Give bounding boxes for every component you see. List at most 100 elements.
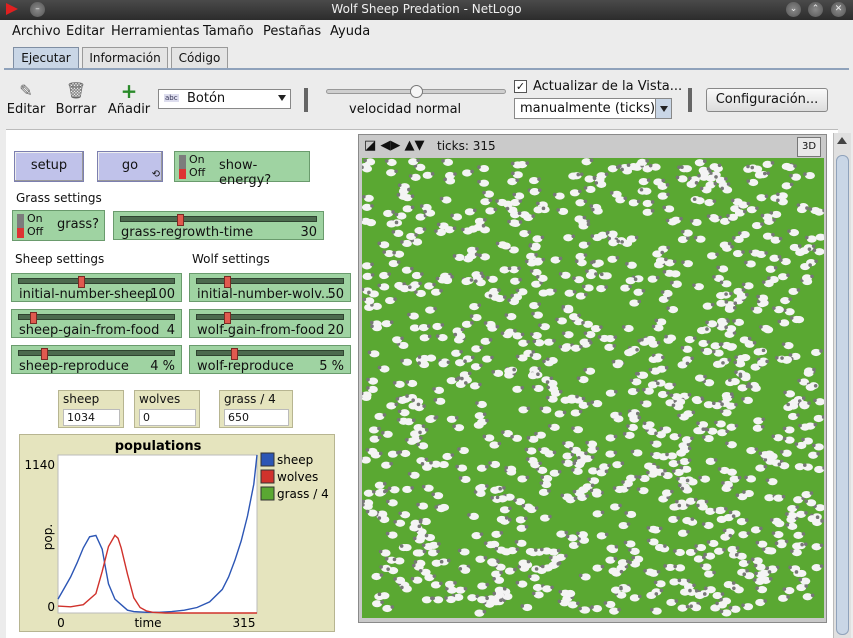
sheep-agent: [671, 468, 684, 477]
grass-regrowth-slider[interactable]: grass-regrowth-time 30: [113, 211, 324, 240]
slider-thumb[interactable]: [40, 348, 48, 360]
view-controls-icon[interactable]: ◪ ◀▶ ▲▼: [364, 138, 425, 153]
widget-type-value: Botón: [187, 91, 226, 106]
delete-tool[interactable]: 🗑 Borrar: [55, 82, 97, 118]
slider-thumb[interactable]: [177, 214, 184, 226]
sheep-agent: [744, 260, 756, 268]
sheep-agent: [620, 284, 632, 292]
slider-thumb[interactable]: [78, 276, 85, 288]
menu-archivo[interactable]: Archivo: [12, 24, 61, 39]
update-view-checkbox[interactable]: ✓: [514, 80, 527, 93]
slider-thumb[interactable]: [224, 312, 232, 324]
switch-toggle[interactable]: [179, 155, 186, 179]
show-energy-switch[interactable]: On Off show-energy?: [174, 151, 310, 188]
sheep-agent: [504, 367, 516, 375]
slider-track[interactable]: [18, 350, 175, 356]
world-view[interactable]: [362, 158, 824, 618]
sheep-agent: [495, 495, 508, 503]
menu-ayuda[interactable]: Ayuda: [330, 24, 371, 39]
tab-codigo[interactable]: Código: [171, 47, 228, 68]
menu-editar[interactable]: Editar: [66, 24, 105, 39]
widget-type-select[interactable]: abc Botón: [158, 89, 291, 109]
forever-icon: ⟲: [151, 169, 160, 180]
scrollbar-thumb[interactable]: [836, 155, 849, 635]
sheep-agent: [592, 510, 605, 518]
sheep-agent: [719, 409, 732, 417]
grass-switch[interactable]: On Off grass?: [12, 210, 105, 241]
add-tool[interactable]: + Añadir: [106, 81, 152, 117]
sheep-agent: [651, 324, 664, 332]
sheep-agent: [377, 515, 390, 524]
sheep-agent: [671, 403, 684, 411]
sheep-agent: [731, 235, 744, 244]
sheep-agent: [679, 446, 692, 454]
minimize-icon[interactable]: ⌄: [786, 2, 801, 17]
slider-track[interactable]: [196, 314, 344, 320]
tab-ejecutar[interactable]: Ejecutar: [13, 47, 79, 68]
menu-tamano[interactable]: Tamaño: [203, 24, 254, 39]
sheep-reproduce-slider[interactable]: sheep-reproduce 4 %: [11, 345, 182, 374]
sheep-agent: [507, 298, 520, 306]
sheep-agent: [790, 549, 802, 557]
sheep-agent: [529, 301, 541, 310]
wolf-reproduce-slider[interactable]: wolf-reproduce 5 %: [189, 345, 351, 374]
sheep-agent: [704, 586, 716, 594]
sheep-agent: [417, 360, 430, 369]
slider-track[interactable]: [120, 216, 317, 222]
sheep-agent: [703, 401, 716, 409]
initial-number-sheep-slider[interactable]: initial-number-sheep 100: [11, 273, 182, 302]
sheep-agent: [462, 169, 474, 177]
sheep-agent: [419, 334, 432, 342]
slider-thumb[interactable]: [224, 276, 232, 288]
sheep-agent: [590, 604, 603, 613]
sheep-agent: [387, 450, 400, 458]
menu-pestanas[interactable]: Pestañas: [263, 24, 322, 39]
sheep-agent: [789, 173, 802, 181]
scroll-up-icon[interactable]: [837, 137, 847, 144]
settings-button[interactable]: Configuración...: [706, 88, 828, 112]
window-menu-icon[interactable]: –: [30, 2, 45, 17]
sheep-agent: [403, 418, 416, 426]
wolf-gain-slider[interactable]: wolf-gain-from-food 20: [189, 309, 351, 338]
sheep-agent: [552, 192, 565, 200]
initial-number-wolves-slider[interactable]: initial-number-wolv... 50: [189, 273, 351, 302]
sheep-agent: [469, 382, 482, 390]
menu-herramientas[interactable]: Herramientas: [111, 24, 200, 39]
sheep-agent: [451, 349, 463, 357]
sheep-agent: [607, 165, 620, 173]
sheep-agent: [402, 194, 415, 202]
switch-toggle[interactable]: [17, 214, 24, 238]
slider-track[interactable]: [196, 278, 344, 284]
view-3d-button[interactable]: 3D: [797, 137, 821, 157]
slider-track[interactable]: [18, 278, 175, 284]
series-line-1: [57, 534, 257, 614]
slider-thumb[interactable]: [231, 348, 239, 360]
sheep-gain-slider[interactable]: sheep-gain-from-food 4: [11, 309, 182, 338]
slider-track[interactable]: [18, 314, 175, 320]
sheep-agent: [664, 259, 677, 267]
chevron-down-icon[interactable]: [655, 99, 671, 118]
tab-informacion[interactable]: Información: [82, 47, 168, 68]
sheep-agent: [596, 532, 609, 540]
setup-button[interactable]: setup: [14, 151, 84, 182]
sheep-agent: [569, 189, 582, 197]
sheep-agent: [689, 218, 702, 227]
monitor-value: 0: [139, 409, 196, 426]
update-mode-select[interactable]: manualmente (ticks): [514, 98, 672, 119]
slider-thumb[interactable]: [30, 312, 37, 324]
sheep-agent: [538, 323, 550, 331]
go-button[interactable]: go ⟲: [97, 151, 163, 182]
sheep-agent: [572, 276, 584, 284]
sheep-agent: [705, 427, 718, 435]
maximize-icon[interactable]: ⌃: [808, 2, 823, 17]
speed-slider-thumb[interactable]: [410, 85, 423, 98]
close-icon[interactable]: ✕: [831, 2, 846, 17]
sheep-agent: [578, 606, 591, 614]
vertical-scrollbar[interactable]: [833, 133, 851, 638]
sheep-agent: [505, 206, 518, 214]
edit-tool[interactable]: ✎ Editar: [6, 82, 46, 118]
sheep-agent: [385, 531, 398, 539]
sheep-agent: [652, 355, 665, 363]
sheep-agent: [482, 434, 495, 442]
slider-track[interactable]: [196, 350, 344, 356]
